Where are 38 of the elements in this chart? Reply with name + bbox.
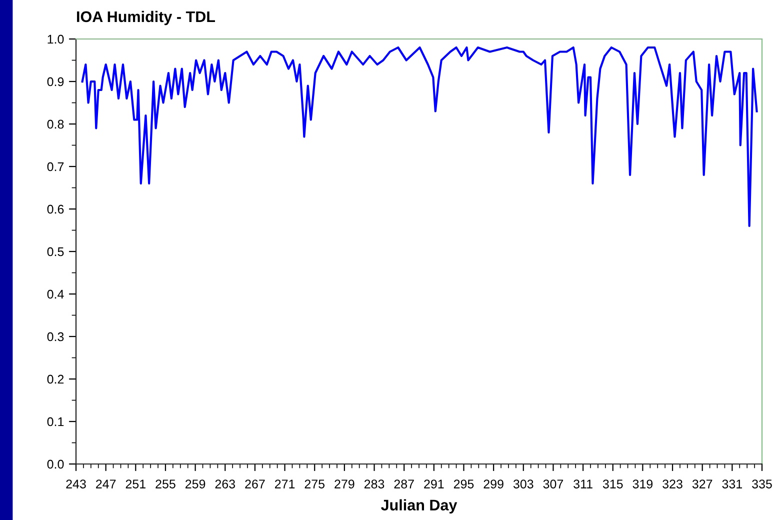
x-tick-label: 283 xyxy=(364,480,384,488)
x-tick-label: 255 xyxy=(156,480,176,488)
x-tick-label: 319 xyxy=(632,480,653,488)
y-tick-label: 0.2 xyxy=(47,374,64,384)
x-tick-label: 259 xyxy=(186,480,206,488)
x-tick-label: 275 xyxy=(304,480,325,488)
y-tick-label: 1.0 xyxy=(48,34,64,44)
x-tick-label: 287 xyxy=(394,480,414,488)
x-tick-label: 279 xyxy=(334,480,354,488)
x-tick-label: 295 xyxy=(454,480,474,488)
y-tick-label: 0.0 xyxy=(47,460,64,469)
chart-title: IOA Humidity - TDL xyxy=(77,10,215,26)
x-axis-title: Julian Day xyxy=(381,499,458,514)
line-series xyxy=(81,46,758,228)
y-tick-label: 0.4 xyxy=(47,290,64,299)
x-tick-label: 299 xyxy=(484,480,504,488)
x-tick-label: 315 xyxy=(602,480,623,488)
x-tick-label: 331 xyxy=(722,480,742,488)
x-tick-label: 271 xyxy=(274,480,295,488)
x-tick-label: 327 xyxy=(692,480,712,488)
x-tick-label: 323 xyxy=(662,480,682,488)
y-tick-label: 0.6 xyxy=(47,204,64,214)
y-tick-label: 0.7 xyxy=(47,162,64,172)
y-tick-label: 0.1 xyxy=(47,417,64,426)
x-tick-label: 311 xyxy=(574,480,592,488)
x-tick-label: 243 xyxy=(66,480,86,488)
x-tick-label: 263 xyxy=(215,480,236,488)
y-tick-label: 0.5 xyxy=(47,247,64,256)
x-tick-label: 303 xyxy=(513,480,534,488)
x-tick-label: 251 xyxy=(126,480,146,488)
y-tick-label: 0.9 xyxy=(47,77,64,86)
y-tick-label: 0.3 xyxy=(47,332,64,342)
x-tick-label: 247 xyxy=(96,480,116,488)
x-tick-label: 267 xyxy=(245,480,265,488)
y-tick-label: 0.8 xyxy=(47,120,64,129)
x-tick-label: 307 xyxy=(543,480,564,488)
x-tick-label: 335 xyxy=(752,480,772,488)
x-tick-label: 291 xyxy=(424,480,444,488)
